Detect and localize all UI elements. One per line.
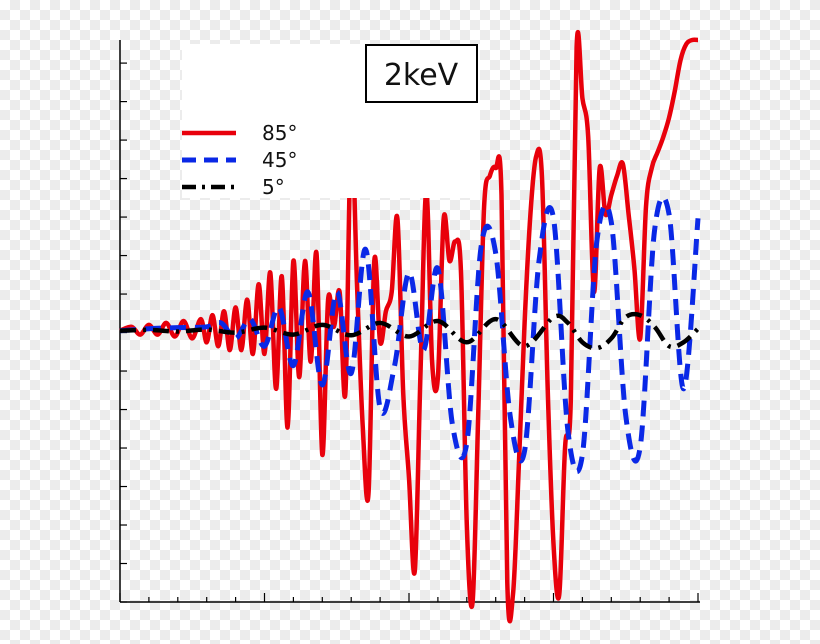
legend-label-5: 5° bbox=[262, 175, 285, 199]
chart-title: 2keV bbox=[384, 58, 459, 93]
series-line-45 bbox=[119, 194, 701, 475]
legend-label-85: 85° bbox=[262, 121, 297, 145]
legend-label-45: 45° bbox=[262, 148, 297, 172]
axis-ticks bbox=[119, 62, 699, 603]
series-line-5 bbox=[119, 311, 700, 351]
title-frame bbox=[365, 44, 478, 103]
title-box: 2keV bbox=[365, 44, 478, 103]
